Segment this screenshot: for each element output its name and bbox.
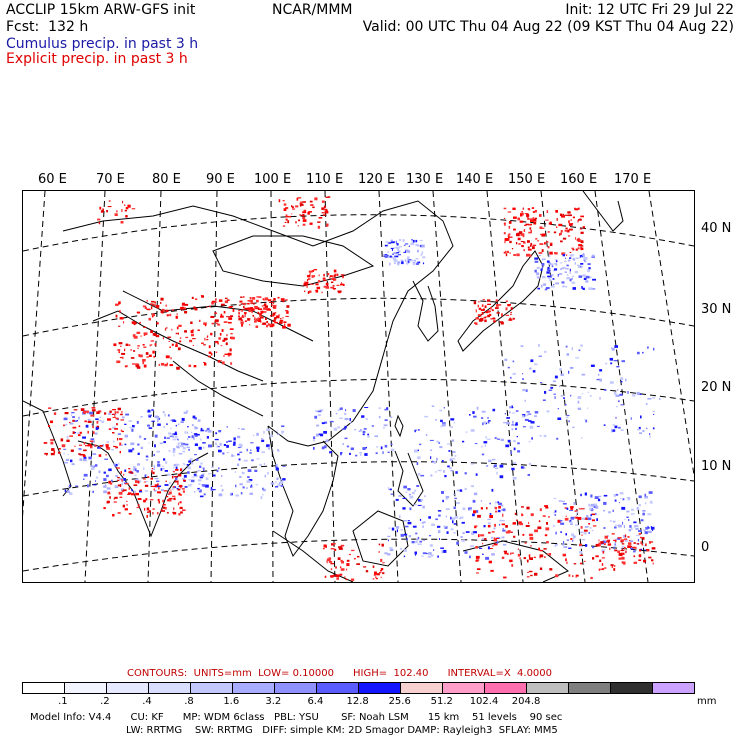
colorbar-tick-label: 204.8 bbox=[511, 696, 541, 707]
colorbar-cell bbox=[65, 683, 107, 693]
colorbar-tick-label: .8 bbox=[184, 696, 194, 707]
longitude-label: 160 E bbox=[560, 172, 598, 187]
colorbar-cell bbox=[653, 683, 694, 693]
longitude-label: 150 E bbox=[508, 172, 546, 187]
colorbar-cell bbox=[527, 683, 569, 693]
colorbar-cell bbox=[23, 683, 65, 693]
longitude-label: 170 E bbox=[614, 172, 652, 187]
precipitation-field bbox=[43, 196, 661, 581]
model-info: Model Info: V4.4 CU: KF MP: WDM 6class P… bbox=[30, 712, 563, 723]
precipitation-map bbox=[22, 190, 695, 583]
colorbar-cell bbox=[191, 683, 233, 693]
colorbar-tick-label: 51.2 bbox=[430, 696, 453, 707]
colorbar-tick-label: 12.8 bbox=[346, 696, 369, 707]
colorbar-unit: mm bbox=[697, 696, 717, 707]
colorbar-tick-label: 102.4 bbox=[469, 696, 499, 707]
colorbar-cell bbox=[569, 683, 611, 693]
explicit-legend: Explicit precip. in past 3 h bbox=[6, 51, 188, 67]
colorbar-cell bbox=[317, 683, 359, 693]
latitude-label: 10 N bbox=[701, 459, 732, 474]
longitude-label: 100 E bbox=[254, 172, 292, 187]
longitude-label: 140 E bbox=[456, 172, 494, 187]
colorbar bbox=[22, 682, 695, 694]
colorbar-tick-label: 3.2 bbox=[265, 696, 282, 707]
colorbar-tick-label: 1.6 bbox=[223, 696, 240, 707]
colorbar-tick-label: .1 bbox=[58, 696, 68, 707]
longitude-gridlines bbox=[23, 191, 694, 582]
colorbar-cell bbox=[275, 683, 317, 693]
longitude-label: 110 E bbox=[306, 172, 344, 187]
map-canvas bbox=[23, 191, 694, 582]
longitude-label: 120 E bbox=[358, 172, 396, 187]
colorbar-cell bbox=[611, 683, 653, 693]
forecast-hour: Fcst: 132 h bbox=[6, 19, 89, 35]
coastlines bbox=[23, 191, 624, 582]
colorbar-tick-label: 6.4 bbox=[307, 696, 324, 707]
cumulus-legend: Cumulus precip. in past 3 h bbox=[6, 36, 199, 52]
valid-time: Valid: 00 UTC Thu 04 Aug 22 (09 KST Thu … bbox=[362, 19, 734, 35]
colorbar-cell bbox=[359, 683, 401, 693]
colorbar-cell bbox=[443, 683, 485, 693]
latitude-gridlines bbox=[23, 214, 694, 572]
colorbar-cell bbox=[107, 683, 149, 693]
latitude-label: 40 N bbox=[701, 221, 732, 236]
latitude-label: 20 N bbox=[701, 380, 732, 395]
longitude-label: 60 E bbox=[38, 172, 67, 187]
colorbar-tick-label: 25.6 bbox=[388, 696, 411, 707]
longitude-label: 130 E bbox=[406, 172, 444, 187]
init-time: Init: 12 UTC Fri 29 Jul 22 bbox=[565, 2, 734, 18]
colorbar-cell bbox=[485, 683, 527, 693]
longitude-label: 80 E bbox=[152, 172, 181, 187]
physics-info: LW: RRTMG SW: RRTMG DIFF: simple KM: 2D … bbox=[126, 725, 558, 736]
contours-info: CONTOURS: UNITS=mm LOW= 0.10000 HIGH= 10… bbox=[127, 668, 553, 679]
colorbar-cell bbox=[149, 683, 191, 693]
model-title: ACCLIP 15km ARW-GFS init bbox=[6, 2, 196, 18]
colorbar-cell bbox=[401, 683, 443, 693]
latitude-label: 0 bbox=[701, 540, 710, 555]
colorbar-tick-label: .4 bbox=[142, 696, 152, 707]
center-name: NCAR/MMM bbox=[272, 2, 353, 18]
longitude-label: 90 E bbox=[206, 172, 235, 187]
latitude-label: 30 N bbox=[701, 302, 732, 317]
colorbar-tick-label: .2 bbox=[100, 696, 110, 707]
colorbar-cell bbox=[233, 683, 275, 693]
longitude-label: 70 E bbox=[96, 172, 125, 187]
